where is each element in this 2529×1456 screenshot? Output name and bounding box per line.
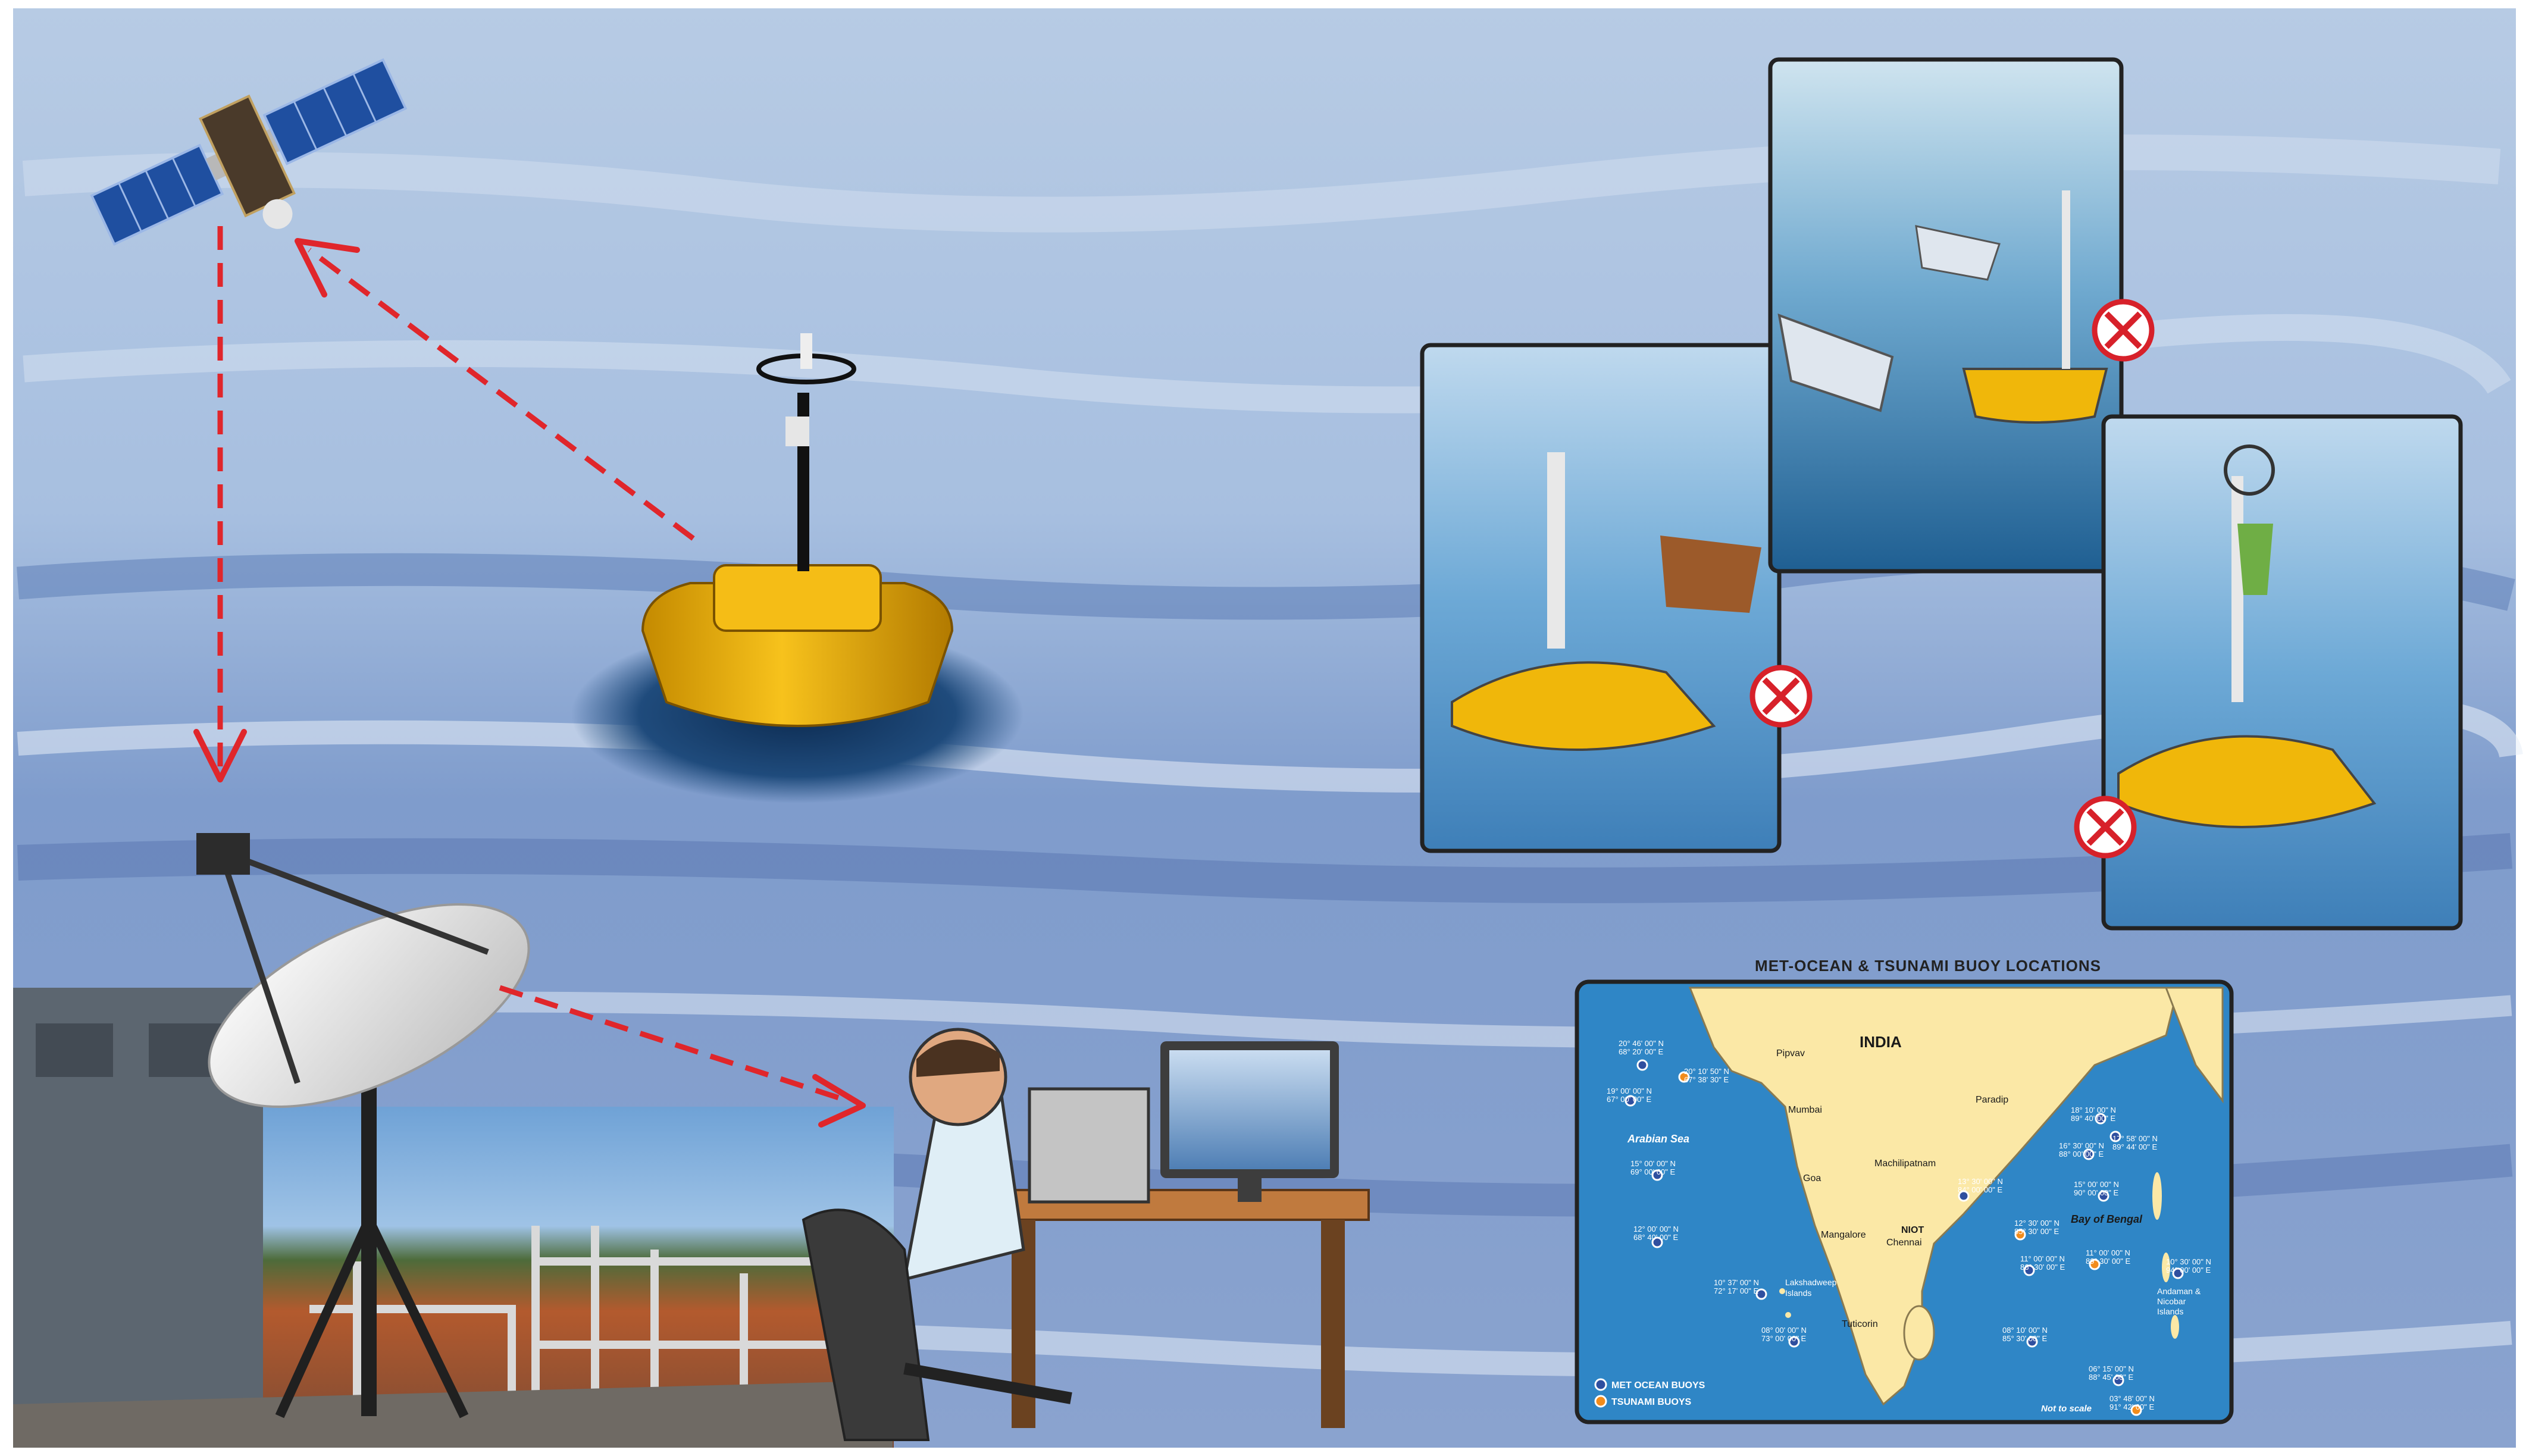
lakshadweep-islands [1779,1288,1791,1318]
city-label-mangalore: Mangalore [1821,1230,1866,1240]
buoy-coordinate-label: 18° 10' 00" N 89° 40' 00" E [2071,1106,2116,1123]
met-buoy-marker [2109,1131,2121,1142]
operator-workstation-icon [802,1028,1370,1441]
buoy-coordinate-label: 16° 30' 00" N 88° 00' 00" E [2059,1141,2104,1158]
buoy-coordinate-label: 15° 00' 00" N 69° 00' 00" E [1630,1159,1676,1176]
city-label-pipavav: Pipvav [1776,1048,1805,1059]
sea-label-arabian: Arabian Sea [1627,1133,1689,1145]
islands-label-lakshadweep-2: Islands [1785,1288,1811,1298]
buoy-coordinate-label: 20° 46' 00" N 68° 20' 00" E [1619,1039,1664,1056]
buoy-coordinate-label: 12° 30' 00" N 85° 30' 00" E [2014,1219,2059,1236]
country-label: INDIA [1860,1033,1902,1051]
met-buoy-marker [1636,1059,1648,1071]
andaman-islands [2152,1172,2179,1339]
city-label-machilipatnam: Machilipatnam [1874,1158,1936,1169]
met-buoy-marker [2023,1264,2035,1276]
met-buoy-marker [1625,1095,1636,1107]
met-buoy-marker [1788,1336,1800,1348]
ground-station-scene [13,988,894,1448]
arrowhead-to-satellite [295,238,360,298]
prohibited-icon [2092,299,2155,362]
met-buoy-marker [2026,1336,2038,1348]
sri-lanka [1903,1305,1935,1361]
satellite-icon [90,58,408,246]
buoy-icon [571,333,1024,803]
warning-panel-climbing-buoy [2101,414,2463,931]
islands-label-lakshadweep-1: Lakshadweep [1785,1277,1837,1287]
city-label-chennai: Chennai [1886,1238,1922,1248]
warning-panel-boat-tied [1768,57,2124,574]
tsunami-buoy-legend-icon [1594,1395,1607,1408]
city-label-tuticorin: Tuticorin [1842,1319,1878,1329]
buoy-coordinate-label: 06° 15' 00" N 88° 45' 00" E [2089,1364,2134,1382]
buoy-coordinate-label: 11° 00' 00" N 89° 30' 00" E [2086,1248,2131,1266]
met-buoy-legend-icon [1594,1378,1607,1391]
tsunami-buoy-marker [2130,1404,2142,1416]
met-buoy-marker [2098,1190,2109,1202]
buoy-coordinate-label: 17° 58' 00" N 89° 44' 00" E [2112,1134,2158,1151]
city-label-mumbai: Mumbai [1788,1105,1822,1115]
buoy-coordinate-label: 13° 30' 00" N 84° 00' 00" E [1958,1177,2003,1194]
prohibited-icon [2074,796,2137,859]
city-label-niot: NIOT [1901,1225,1924,1235]
dish-antenna-icon [196,833,530,1419]
islands-label-andaman-2: Nicobar [2157,1297,2186,1306]
met-buoy-marker [1755,1288,1767,1300]
met-buoy-marker [1651,1236,1663,1248]
map-title: MET-OCEAN & TSUNAMI BUOY LOCATIONS [1755,957,2101,975]
buoy-coordinate-label: 08° 10' 00" N 85° 30' 00" E [2002,1326,2048,1343]
islands-label-andaman-1: Andaman & [2157,1286,2201,1296]
arrowhead-to-operator [812,1074,866,1128]
met-buoy-marker [2083,1148,2095,1160]
buoy-coordinate-label: 10° 37' 00" N 72° 17' 00" E [1714,1278,1759,1295]
buoy-coordinate-label: 03° 48' 00" N 91° 42' 00" E [2109,1394,2155,1411]
myanmar-coast [2164,987,2224,1104]
buoy-markers [1625,1059,2184,1416]
buoy-coordinate-label: 08° 00' 00" N 73° 00' 00" E [1761,1326,1807,1343]
buoy-coordinate-label: 19° 00' 00" N 67° 00' 00" E [1607,1086,1652,1104]
tsunami-buoy-marker [2089,1258,2101,1270]
buoy-coordinate-label: 15° 00' 00" N 90° 00' 00" E [2074,1180,2119,1197]
scale-note: Not to scale [2041,1404,2092,1414]
city-label-goa: Goa [1803,1173,1821,1183]
met-buoy-marker [2172,1267,2184,1279]
met-buoy-marker [2095,1113,2107,1125]
met-buoy-marker [2112,1374,2124,1386]
map-legend: MET OCEAN BUOYS TSUNAMI BUOYS Not to sca… [1594,1378,2092,1414]
met-buoy-marker [1958,1190,1970,1202]
met-buoy-marker [1651,1169,1663,1181]
tsunami-buoy-marker [2014,1229,2026,1241]
warning-panel-sitting-on-buoy [1420,343,1782,853]
sea-label-bengal: Bay of Bengal [2071,1213,2143,1225]
tsunami-buoy-marker [1678,1071,1690,1083]
city-label-paradip: Paradip [1976,1095,2008,1105]
buoy-coordinate-label: 12° 00' 00" N 68° 40' 00" E [1633,1225,1679,1242]
buoy-coordinate-label: 10° 30' 00" N 94° 00' 00" E [2166,1257,2211,1275]
arrowhead-to-dish [193,729,247,782]
india-landmass [1688,987,2179,1406]
communication-arrows [217,226,849,1104]
prohibited-icon [1749,665,1813,728]
legend-met: MET OCEAN BUOYS [1611,1380,1705,1391]
islands-label-andaman-3: Islands [2157,1307,2183,1316]
buoy-coordinate-label: 11° 00' 00" N 86° 30' 00" E [2020,1254,2065,1272]
legend-tsunami: TSUNAMI BUOYS [1611,1397,1692,1407]
buoy-coordinate-label: 20° 10' 50" N 67° 38' 30" E [1684,1067,1729,1084]
